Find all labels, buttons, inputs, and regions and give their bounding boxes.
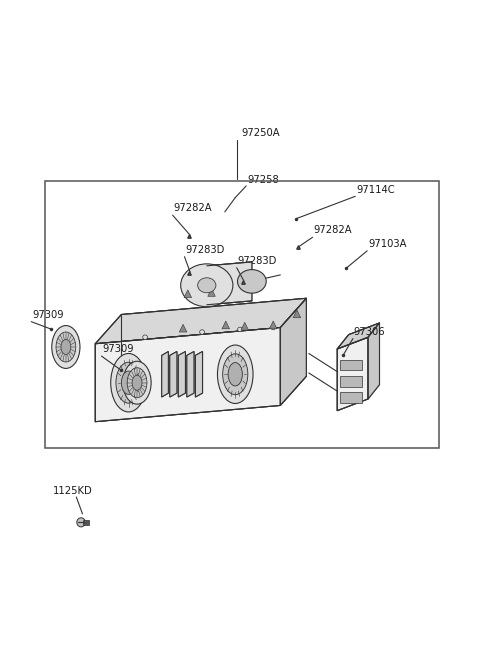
Polygon shape (293, 310, 301, 318)
Polygon shape (337, 323, 380, 349)
Polygon shape (179, 324, 187, 332)
Polygon shape (208, 289, 216, 296)
Ellipse shape (143, 335, 147, 339)
Polygon shape (179, 352, 185, 397)
Ellipse shape (200, 329, 204, 334)
Ellipse shape (180, 264, 233, 307)
Text: 97306: 97306 (354, 327, 385, 337)
Text: 97309: 97309 (32, 310, 64, 320)
Polygon shape (241, 322, 249, 330)
Ellipse shape (61, 339, 71, 354)
Ellipse shape (56, 332, 76, 362)
Ellipse shape (191, 272, 222, 298)
Text: 97282A: 97282A (313, 225, 352, 235)
Ellipse shape (238, 328, 242, 331)
Text: 97258: 97258 (247, 175, 279, 185)
Ellipse shape (132, 375, 142, 390)
Ellipse shape (217, 345, 253, 403)
Bar (340, 392, 362, 403)
Ellipse shape (271, 326, 276, 329)
Polygon shape (280, 298, 306, 405)
Ellipse shape (123, 362, 151, 404)
Text: 97103A: 97103A (368, 239, 407, 249)
Bar (84, 519, 89, 525)
Text: 97250A: 97250A (241, 128, 280, 138)
Polygon shape (207, 262, 252, 305)
Ellipse shape (198, 278, 216, 293)
Ellipse shape (238, 270, 266, 293)
Ellipse shape (116, 362, 141, 403)
Text: 1125KD: 1125KD (53, 486, 92, 496)
Polygon shape (96, 328, 280, 422)
Bar (340, 360, 362, 370)
Bar (340, 376, 362, 386)
Polygon shape (195, 352, 203, 397)
Polygon shape (337, 337, 368, 411)
Ellipse shape (52, 326, 80, 368)
Ellipse shape (111, 354, 146, 412)
Text: 97309: 97309 (102, 344, 134, 354)
Text: 97282A: 97282A (174, 203, 212, 213)
Polygon shape (269, 321, 277, 329)
Text: 97114C: 97114C (356, 185, 395, 195)
Ellipse shape (127, 367, 147, 398)
Ellipse shape (223, 354, 248, 395)
Ellipse shape (77, 518, 85, 527)
Polygon shape (184, 290, 192, 297)
Bar (46, 181, 439, 447)
Polygon shape (368, 323, 380, 399)
Text: 97283D: 97283D (238, 256, 277, 266)
Polygon shape (170, 352, 177, 397)
Polygon shape (187, 352, 194, 397)
Ellipse shape (228, 363, 242, 386)
Polygon shape (222, 321, 229, 329)
Polygon shape (96, 298, 306, 344)
Polygon shape (162, 352, 168, 397)
Ellipse shape (121, 371, 136, 394)
Text: 97283D: 97283D (185, 245, 225, 255)
